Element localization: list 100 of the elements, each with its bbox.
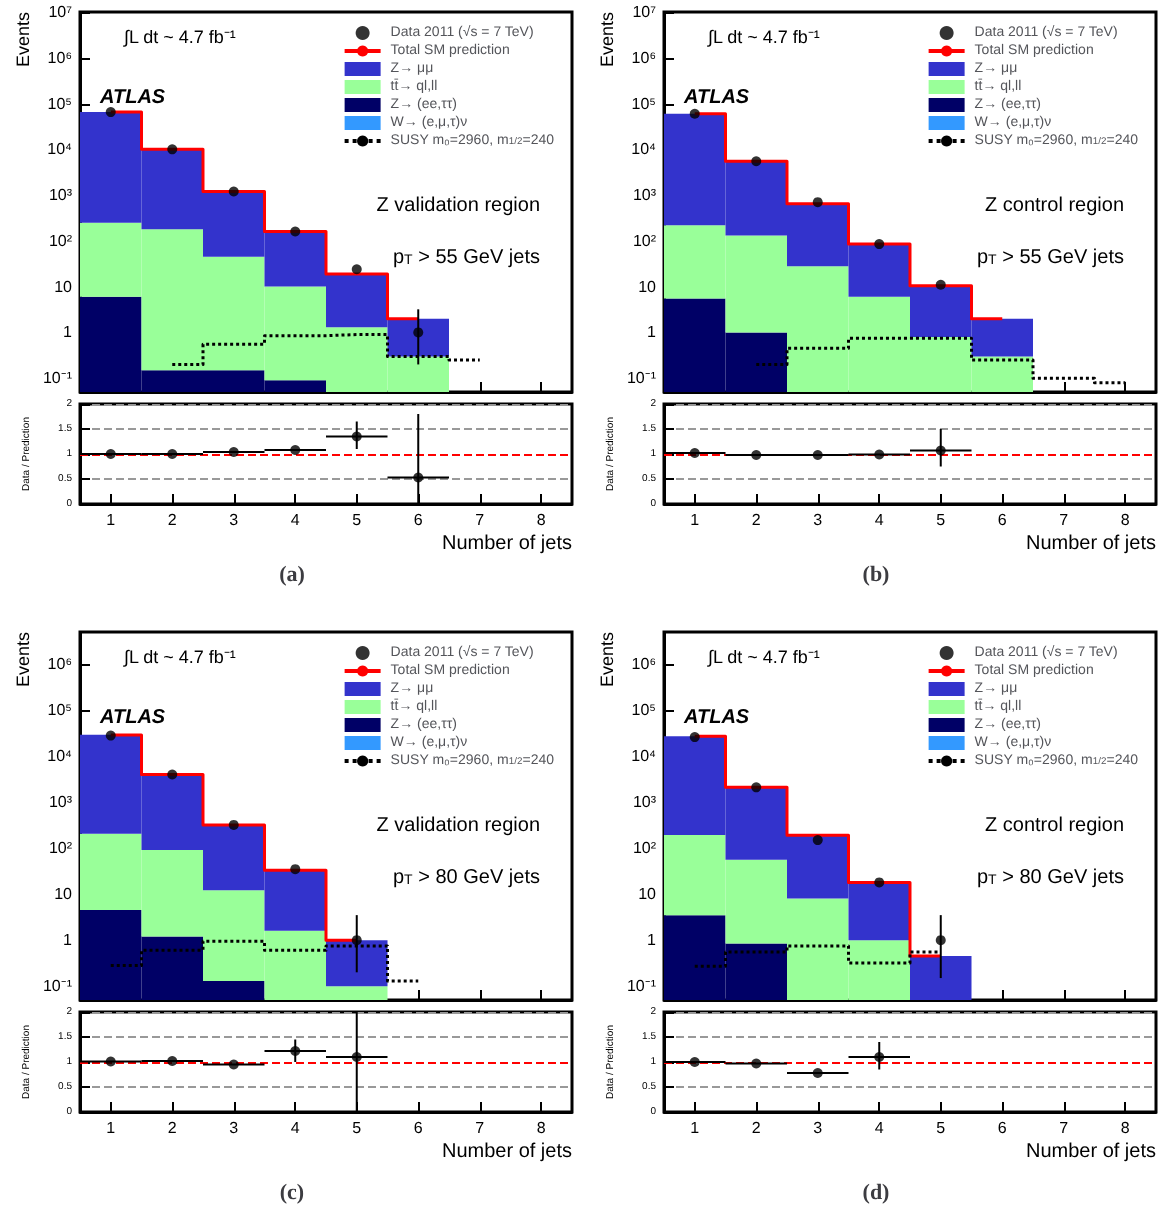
y-tick-label: 10³ bbox=[632, 793, 657, 812]
y-tick-label: 10⁴ bbox=[47, 140, 74, 159]
x-axis-title: Number of jets bbox=[1025, 533, 1156, 555]
point bbox=[812, 197, 823, 208]
annotation: ∫L dt ~ 4.7 fb⁻¹ bbox=[706, 647, 820, 667]
y-axis-title: Events bbox=[597, 11, 617, 68]
y-axis-title: Events bbox=[13, 11, 33, 68]
point bbox=[228, 447, 239, 457]
point bbox=[935, 935, 946, 946]
point bbox=[105, 107, 116, 118]
point bbox=[351, 1052, 362, 1062]
point bbox=[167, 1056, 178, 1066]
point bbox=[751, 782, 762, 793]
y-tick-label: 10⁵ bbox=[631, 701, 656, 720]
x-tick-label: 5 bbox=[936, 511, 947, 529]
point bbox=[413, 472, 424, 483]
annotation: ∫L dt ~ 4.7 fb⁻¹ bbox=[706, 27, 820, 47]
y-tick-label: 10⁻¹ bbox=[626, 369, 657, 388]
x-tick-label: 4 bbox=[874, 1119, 885, 1137]
y-tick-label: 10⁵ bbox=[631, 94, 656, 113]
y-tick-label: 10⁴ bbox=[631, 747, 658, 766]
point bbox=[751, 1058, 762, 1069]
y-tick-label: 1 bbox=[647, 931, 658, 950]
x-tick-label: 1 bbox=[690, 511, 701, 529]
text: (b) bbox=[862, 563, 891, 587]
bar bbox=[326, 940, 388, 987]
x-tick-label: 8 bbox=[536, 511, 547, 529]
y-tick-label: 10⁻¹ bbox=[42, 369, 73, 388]
x-tick-label: 4 bbox=[874, 511, 885, 529]
point bbox=[874, 877, 885, 888]
x-tick-label: 8 bbox=[1120, 1119, 1131, 1137]
y-tick-label: 10² bbox=[632, 231, 657, 250]
x-tick-label: 4 bbox=[290, 511, 301, 529]
point bbox=[812, 1068, 823, 1078]
point bbox=[167, 449, 178, 459]
point bbox=[290, 864, 301, 875]
y-tick-label: 10⁵ bbox=[47, 701, 72, 720]
y-axis-title: Events bbox=[597, 631, 617, 688]
point bbox=[167, 769, 178, 780]
y-tick-label: 10⁶ bbox=[631, 48, 656, 67]
point bbox=[351, 431, 362, 442]
x-tick-label: 6 bbox=[997, 1119, 1008, 1137]
point bbox=[689, 732, 700, 743]
text: (a) bbox=[279, 563, 306, 587]
y-tick-label: 10⁶ bbox=[47, 48, 72, 67]
y-tick-label: 10³ bbox=[632, 186, 657, 205]
point bbox=[105, 730, 116, 741]
point bbox=[228, 819, 239, 830]
annotation: Z control region bbox=[985, 815, 1125, 837]
y-tick-label: 10⁷ bbox=[48, 3, 73, 21]
x-tick-label: 8 bbox=[1120, 511, 1131, 529]
y-tick-label: 10⁴ bbox=[631, 140, 658, 159]
x-tick-label: 2 bbox=[751, 1119, 762, 1137]
text: (d) bbox=[862, 1181, 891, 1205]
annotation: ∫L dt ~ 4.7 fb⁻¹ bbox=[122, 27, 236, 47]
x-axis-title: Number of jets bbox=[1025, 1141, 1156, 1163]
text: (c) bbox=[279, 1181, 305, 1205]
x-tick-label: 2 bbox=[751, 511, 762, 529]
x-axis-title: Number of jets bbox=[441, 1141, 572, 1163]
annotation: ATLAS bbox=[98, 707, 166, 729]
y-axis-title: Events bbox=[13, 631, 33, 688]
point bbox=[351, 264, 362, 275]
x-tick-label: 5 bbox=[936, 1119, 947, 1137]
point bbox=[290, 1046, 301, 1056]
annotation: ATLAS bbox=[98, 87, 166, 109]
point bbox=[751, 156, 762, 167]
x-tick-label: 7 bbox=[475, 1119, 486, 1137]
y-tick-label: 1 bbox=[647, 323, 658, 342]
point bbox=[351, 935, 362, 946]
y-tick-label: 1 bbox=[63, 323, 74, 342]
y-tick-label: 10 bbox=[54, 885, 74, 904]
x-tick-label: 1 bbox=[106, 1119, 117, 1137]
x-tick-label: 3 bbox=[229, 1119, 240, 1137]
y-tick-label: 10² bbox=[48, 231, 73, 250]
point bbox=[228, 186, 239, 197]
x-tick-label: 2 bbox=[167, 1119, 178, 1137]
annotation: ATLAS bbox=[682, 707, 750, 729]
annotation: ATLAS bbox=[682, 87, 750, 109]
y-tick-label: 10⁶ bbox=[631, 655, 656, 674]
y-tick-label: 10³ bbox=[48, 186, 73, 205]
x-tick-label: 5 bbox=[352, 511, 363, 529]
point bbox=[105, 1056, 116, 1067]
x-tick-label: 6 bbox=[413, 1119, 424, 1137]
bar bbox=[910, 956, 972, 1000]
point bbox=[812, 835, 823, 846]
point bbox=[105, 449, 116, 459]
y-tick-label: 10 bbox=[54, 277, 74, 296]
x-axis-title: Number of jets bbox=[441, 533, 572, 555]
point bbox=[167, 144, 178, 155]
point bbox=[689, 1057, 700, 1067]
x-tick-label: 8 bbox=[536, 1119, 547, 1137]
point bbox=[874, 239, 885, 250]
point bbox=[228, 1059, 239, 1070]
annotation: Z control region bbox=[985, 195, 1125, 217]
point bbox=[290, 226, 301, 237]
point bbox=[689, 108, 700, 119]
x-tick-label: 3 bbox=[229, 511, 240, 529]
y-tick-label: 10⁶ bbox=[47, 655, 72, 674]
x-tick-label: 3 bbox=[813, 1119, 824, 1137]
y-tick-label: 1 bbox=[63, 931, 74, 950]
